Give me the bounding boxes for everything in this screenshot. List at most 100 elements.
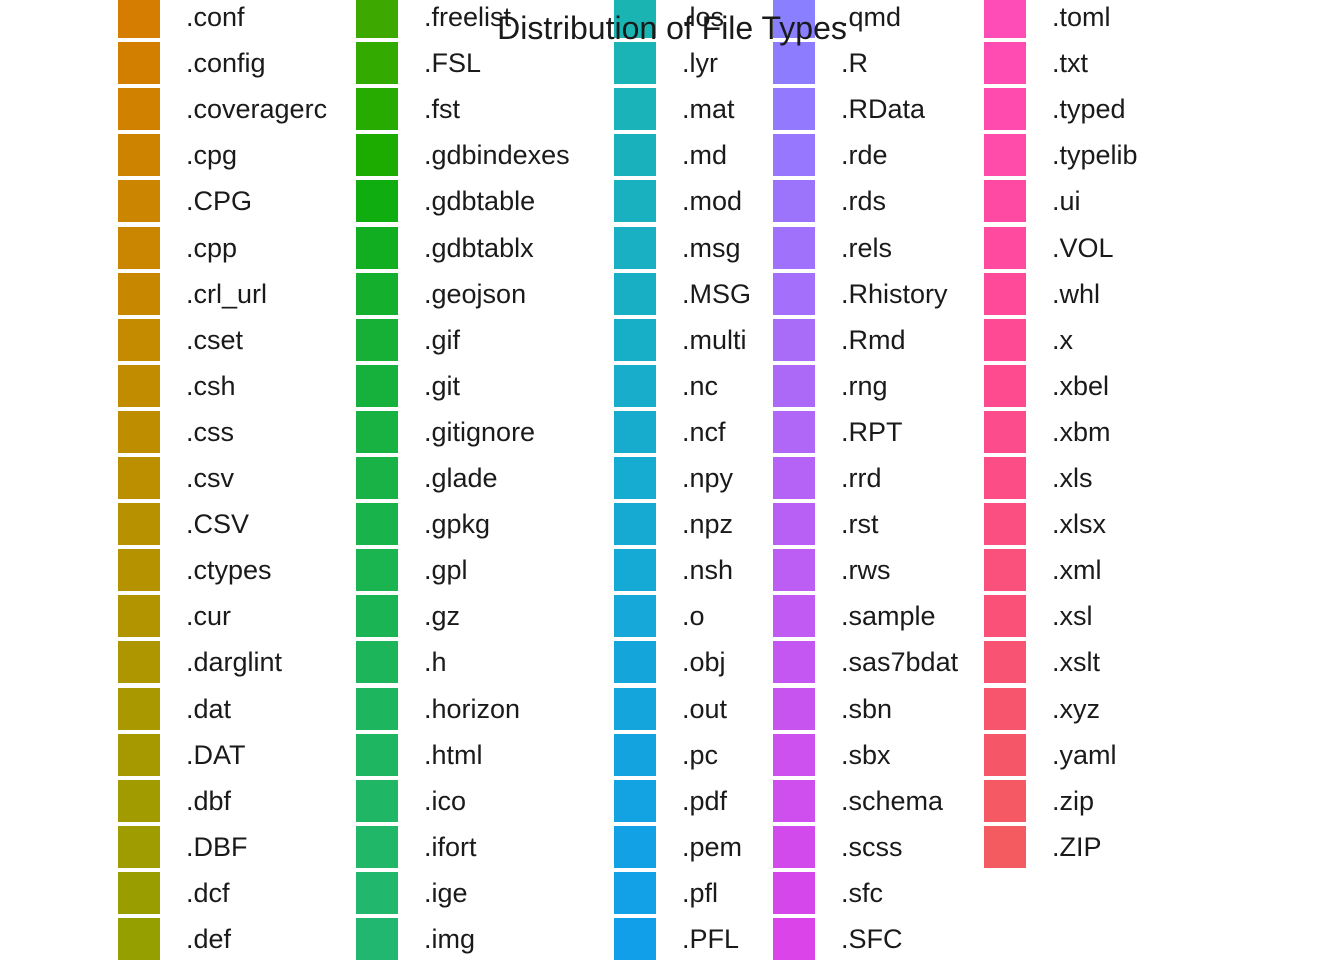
legend-swatch bbox=[614, 503, 656, 546]
legend-swatch bbox=[356, 0, 398, 38]
legend-swatch bbox=[773, 687, 815, 730]
legend-swatch bbox=[614, 871, 656, 914]
legend-label: .ctypes bbox=[186, 555, 272, 586]
legend-swatch bbox=[984, 503, 1026, 546]
legend-label: .cset bbox=[186, 324, 244, 355]
legend-label: .VOL bbox=[1052, 232, 1114, 263]
legend-swatch bbox=[356, 272, 398, 315]
legend-label: .coveragerc bbox=[186, 94, 328, 125]
legend-swatch bbox=[773, 918, 815, 960]
legend-label: .rde bbox=[841, 140, 888, 171]
legend-swatch bbox=[356, 825, 398, 868]
legend-label: .dcf bbox=[186, 877, 230, 908]
legend-label: .geojson bbox=[424, 278, 527, 309]
legend-label: .xlsx bbox=[1052, 509, 1106, 540]
legend-swatch bbox=[118, 825, 160, 868]
legend-swatch bbox=[118, 42, 160, 85]
legend-swatch bbox=[984, 641, 1026, 684]
legend-label: .config bbox=[186, 48, 266, 79]
legend-swatch bbox=[356, 134, 398, 177]
legend-swatch bbox=[614, 0, 656, 38]
legend-swatch bbox=[356, 457, 398, 499]
legend-label: .gdbtable bbox=[424, 186, 536, 217]
legend-label: .schema bbox=[841, 785, 944, 816]
legend-swatch bbox=[773, 779, 815, 822]
legend-swatch bbox=[118, 364, 160, 407]
legend-label: .gpl bbox=[424, 555, 468, 586]
legend-label: .sbx bbox=[841, 739, 891, 770]
legend-swatch bbox=[984, 687, 1026, 730]
legend-label: .sample bbox=[841, 601, 936, 632]
legend-swatch bbox=[356, 687, 398, 730]
legend-label: .def bbox=[186, 924, 232, 954]
legend-label: .cpg bbox=[186, 140, 238, 171]
legend-label: .sas7bdat bbox=[841, 647, 959, 678]
legend-label: .h bbox=[424, 647, 447, 678]
legend-swatch bbox=[118, 733, 160, 776]
legend-label: .crl_url bbox=[186, 278, 268, 309]
legend-swatch bbox=[773, 0, 815, 38]
legend-swatch bbox=[614, 825, 656, 868]
legend-swatch bbox=[773, 503, 815, 546]
legend-swatch bbox=[984, 88, 1026, 131]
legend-swatch bbox=[773, 364, 815, 407]
legend-label: .multi bbox=[682, 324, 747, 355]
legend-label: .gif bbox=[424, 324, 461, 355]
legend-swatch bbox=[773, 134, 815, 177]
legend-label: .DAT bbox=[186, 739, 246, 770]
legend-swatch bbox=[984, 42, 1026, 85]
legend-swatch bbox=[614, 641, 656, 684]
legend-swatch bbox=[984, 825, 1026, 868]
legend-swatch bbox=[773, 180, 815, 223]
legend-label: .typelib bbox=[1052, 140, 1138, 171]
legend-label: .SFC bbox=[841, 924, 903, 954]
legend-swatch bbox=[118, 226, 160, 269]
legend-label: .rds bbox=[841, 186, 887, 217]
legend-swatch bbox=[984, 457, 1026, 499]
legend-label: .lyr bbox=[682, 48, 718, 79]
legend-label: .ico bbox=[424, 785, 467, 816]
legend-label: .rng bbox=[841, 370, 888, 401]
legend-swatch bbox=[984, 364, 1026, 407]
legend-label: .nsh bbox=[682, 555, 734, 586]
legend-swatch bbox=[984, 0, 1026, 38]
legend-label: .typed bbox=[1052, 94, 1126, 125]
legend-swatch bbox=[614, 364, 656, 407]
legend-swatch bbox=[118, 457, 160, 499]
legend-label: .o bbox=[682, 601, 705, 632]
legend-label: .xslt bbox=[1052, 647, 1101, 678]
legend-swatch bbox=[614, 226, 656, 269]
legend-swatch bbox=[984, 318, 1026, 361]
legend-swatch bbox=[356, 503, 398, 546]
legend-label: .rst bbox=[841, 509, 879, 540]
legend-label: .darglint bbox=[186, 647, 283, 678]
legend-label: .pdf bbox=[682, 785, 728, 816]
legend-swatch bbox=[773, 733, 815, 776]
legend-swatch bbox=[614, 318, 656, 361]
legend-label: .gdbindexes bbox=[424, 140, 570, 171]
legend-swatch bbox=[614, 457, 656, 499]
legend-label: .Rhistory bbox=[841, 278, 948, 309]
legend-label: .msg bbox=[682, 232, 741, 263]
legend-swatch bbox=[118, 779, 160, 822]
legend-swatch bbox=[356, 364, 398, 407]
legend-swatch bbox=[984, 595, 1026, 638]
legend-label: .scss bbox=[841, 831, 903, 862]
legend-swatch bbox=[773, 226, 815, 269]
legend-swatch bbox=[984, 733, 1026, 776]
legend-swatch bbox=[356, 549, 398, 592]
legend-label: .img bbox=[424, 924, 476, 954]
legend-swatch bbox=[773, 318, 815, 361]
legend-label: .cur bbox=[186, 601, 232, 632]
legend-swatch bbox=[773, 871, 815, 914]
legend-label: .rws bbox=[841, 555, 891, 586]
legend-swatch bbox=[356, 88, 398, 131]
legend-label: .sbn bbox=[841, 693, 893, 724]
legend-swatch bbox=[614, 595, 656, 638]
legend-label: .gz bbox=[424, 601, 461, 632]
legend-label: .md bbox=[682, 140, 728, 171]
legend-label: .CPG bbox=[186, 186, 253, 217]
legend-label: .csh bbox=[186, 370, 236, 401]
legend-swatch bbox=[773, 641, 815, 684]
